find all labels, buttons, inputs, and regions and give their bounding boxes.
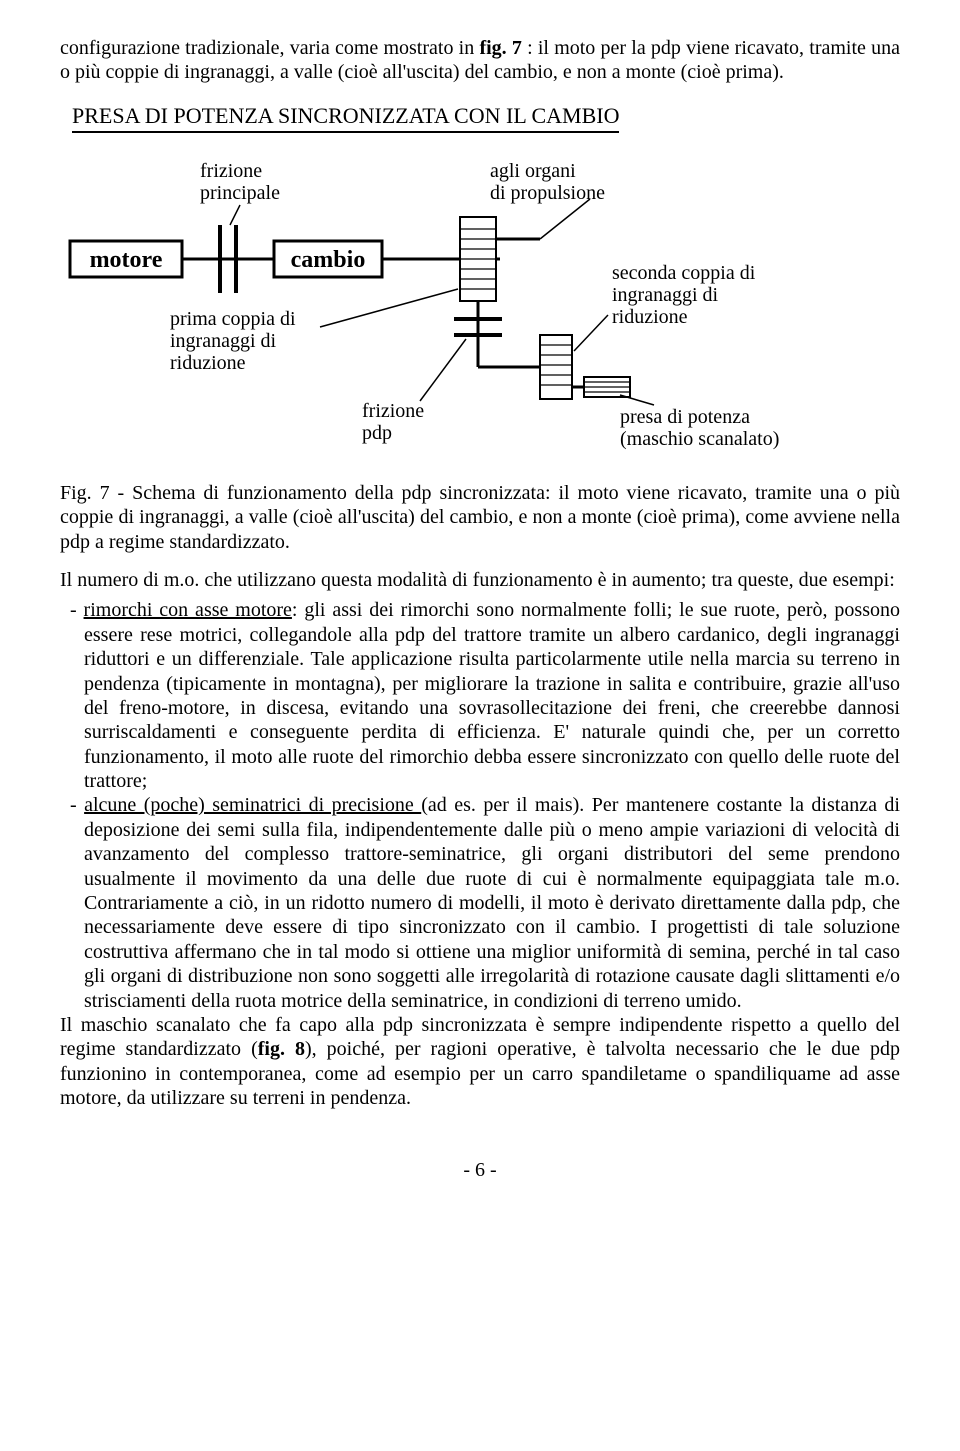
label-prima-2: ingranaggi di: [170, 330, 277, 352]
diagram-block: PRESA DI POTENZA SINCRONIZZATA CON IL CA…: [60, 103, 900, 469]
label-seconda-1: seconda coppia di: [612, 262, 756, 284]
gear-2-icon: [540, 335, 572, 399]
para-numero-mo: Il numero di m.o. che utilizzano questa …: [60, 568, 900, 592]
label-frizione-principale-1: frizione: [200, 160, 262, 182]
diagram-title: PRESA DI POTENZA SINCRONIZZATA CON IL CA…: [72, 103, 619, 133]
label-frizione-principale-2: principale: [200, 182, 280, 204]
label-motore: motore: [90, 247, 163, 273]
document-page: configurazione tradizionale, varia come …: [0, 0, 960, 1212]
label-presa-1: presa di potenza: [620, 406, 750, 428]
label-organi-2: di propulsione: [490, 182, 605, 204]
item2-body: (ad es. per il mais). Per mantenere cost…: [84, 794, 900, 1011]
label-cambio: cambio: [291, 247, 366, 273]
item1-head: rimorchi con asse motore: [84, 599, 292, 621]
label-seconda-3: riduzione: [612, 306, 688, 328]
label-prima-3: riduzione: [170, 352, 246, 374]
list-item-seminatrici: - alcune (poche) seminatrici di precisio…: [60, 793, 900, 1013]
figure-caption: Fig. 7 - Schema di funzionamento della p…: [60, 481, 900, 554]
closing-figref: fig. 8: [258, 1038, 305, 1060]
intro-figref: fig. 7: [479, 37, 521, 59]
closing-paragraph: Il maschio scanalato che fa capo alla pd…: [60, 1013, 900, 1111]
intro-paragraph: configurazione tradizionale, varia come …: [60, 36, 900, 85]
page-number: - 6 -: [60, 1159, 900, 1182]
intro-text-a: configurazione tradizionale, varia come …: [60, 37, 479, 59]
item1-body: : gli assi dei rimorchi sono normalmente…: [84, 599, 900, 792]
example-list: - rimorchi con asse motore: gli assi dei…: [60, 598, 900, 1013]
spline-icon: [584, 377, 630, 397]
label-frizione-pdp-1: frizione: [362, 400, 424, 422]
label-frizione-pdp-2: pdp: [362, 422, 392, 444]
label-organi-1: agli organi: [490, 160, 576, 182]
label-seconda-2: ingranaggi di: [612, 284, 719, 306]
item2-head: alcune (poche) seminatrici di precisione: [84, 794, 421, 816]
label-presa-2: (maschio scanalato): [620, 428, 779, 450]
gear-1-icon: [460, 217, 496, 301]
schematic-diagram: motore frizione principale cambio: [60, 139, 800, 469]
list-item-rimorchi: - rimorchi con asse motore: gli assi dei…: [60, 598, 900, 793]
label-prima-1: prima coppia di: [170, 308, 296, 330]
